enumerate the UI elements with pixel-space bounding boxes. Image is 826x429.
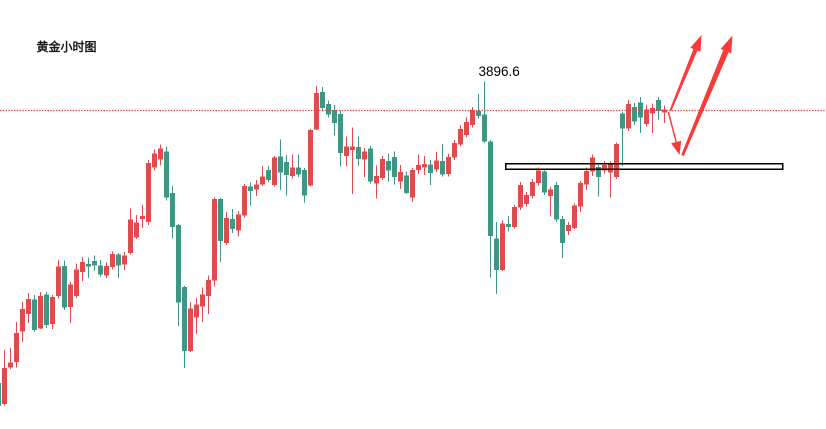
svg-text:3896.6: 3896.6	[479, 64, 520, 79]
svg-text:黄金小时图: 黄金小时图	[37, 39, 97, 54]
